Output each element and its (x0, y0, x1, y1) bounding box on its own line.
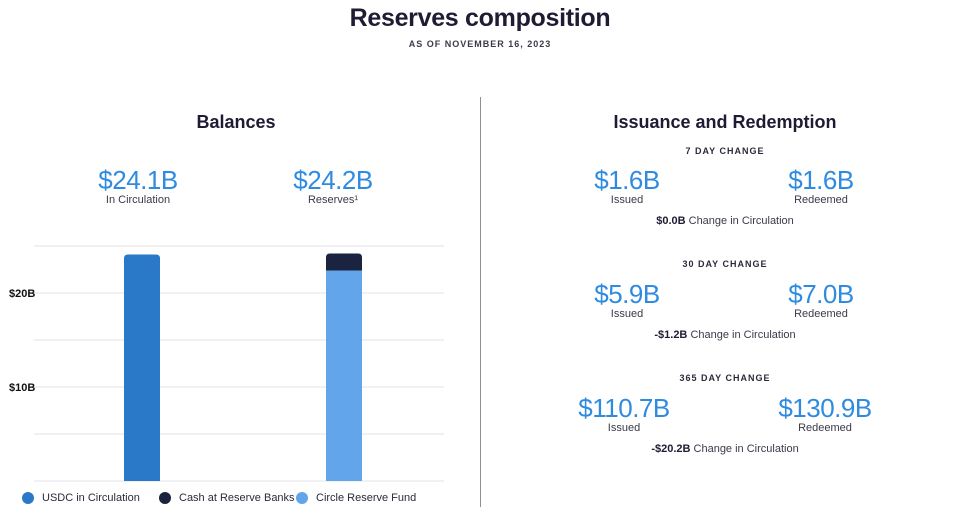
redeemed-label-365d: Redeemed (798, 422, 852, 434)
change-line-7d: $0.0B Change in Circulation (575, 215, 875, 227)
legend-usdc-label: USDC in Circulation (42, 492, 140, 504)
redeemed-value-365d: $130.9B (778, 393, 872, 423)
redeemed-value-30d: $7.0B (788, 279, 854, 309)
bar-usdc-in-circulation (124, 254, 160, 481)
issued-value-365d: $110.7B (578, 393, 670, 423)
issuance-title: Issuance and Redemption (613, 112, 837, 132)
change-value-7d: $0.0B (656, 215, 686, 227)
section-divider (480, 97, 481, 507)
page-title: Reserves composition (349, 4, 611, 32)
circulation-label: In Circulation (105, 194, 171, 206)
period-label-365d: 365 DAY CHANGE (679, 373, 771, 383)
period-label-7d: 7 DAY CHANGE (685, 146, 765, 156)
period-label-30d: 30 DAY CHANGE (682, 259, 768, 269)
redeemed-value-7d: $1.6B (788, 165, 854, 195)
change-label-7d: Change in Circulation (688, 215, 794, 227)
bar-cash-at-reserve-banks (326, 253, 362, 271)
legend-fund-label: Circle Reserve Fund (316, 492, 417, 504)
circulation-value: $24.1B (98, 165, 178, 195)
issued-label-30d: Issued (610, 308, 644, 320)
issued-value-30d: $5.9B (594, 279, 660, 309)
change-value-365d: -$20.2B (651, 443, 691, 455)
change-label-30d: Change in Circulation (690, 329, 796, 341)
legend-fund-dot (296, 492, 308, 504)
balances-title: Balances (196, 112, 276, 132)
as-of-date: AS OF NOVEMBER 16, 2023 (408, 39, 552, 49)
bar-circle-reserve-fund (326, 270, 362, 481)
change-line-365d: -$20.2B Change in Circulation (575, 443, 875, 455)
issued-value-7d: $1.6B (594, 165, 660, 195)
y-tick-label: $10B (9, 382, 35, 394)
legend-cash-label: Cash at Reserve Banks (179, 492, 295, 504)
y-tick-label: $20B (9, 288, 35, 300)
reserves-value: $24.2B (293, 165, 373, 195)
legend-cash-dot (159, 492, 171, 504)
redeemed-label-30d: Redeemed (794, 308, 848, 320)
change-line-30d: -$1.2B Change in Circulation (575, 329, 875, 341)
change-value-30d: -$1.2B (654, 329, 688, 341)
balances-chart: $10B $20B (9, 245, 444, 482)
issued-label-7d: Issued (610, 194, 644, 206)
redeemed-label-7d: Redeemed (794, 194, 848, 206)
change-label-365d: Change in Circulation (693, 443, 799, 455)
legend-usdc-dot (22, 492, 34, 504)
issued-label-365d: Issued (607, 422, 641, 434)
reserves-label: Reserves¹ (307, 194, 359, 206)
